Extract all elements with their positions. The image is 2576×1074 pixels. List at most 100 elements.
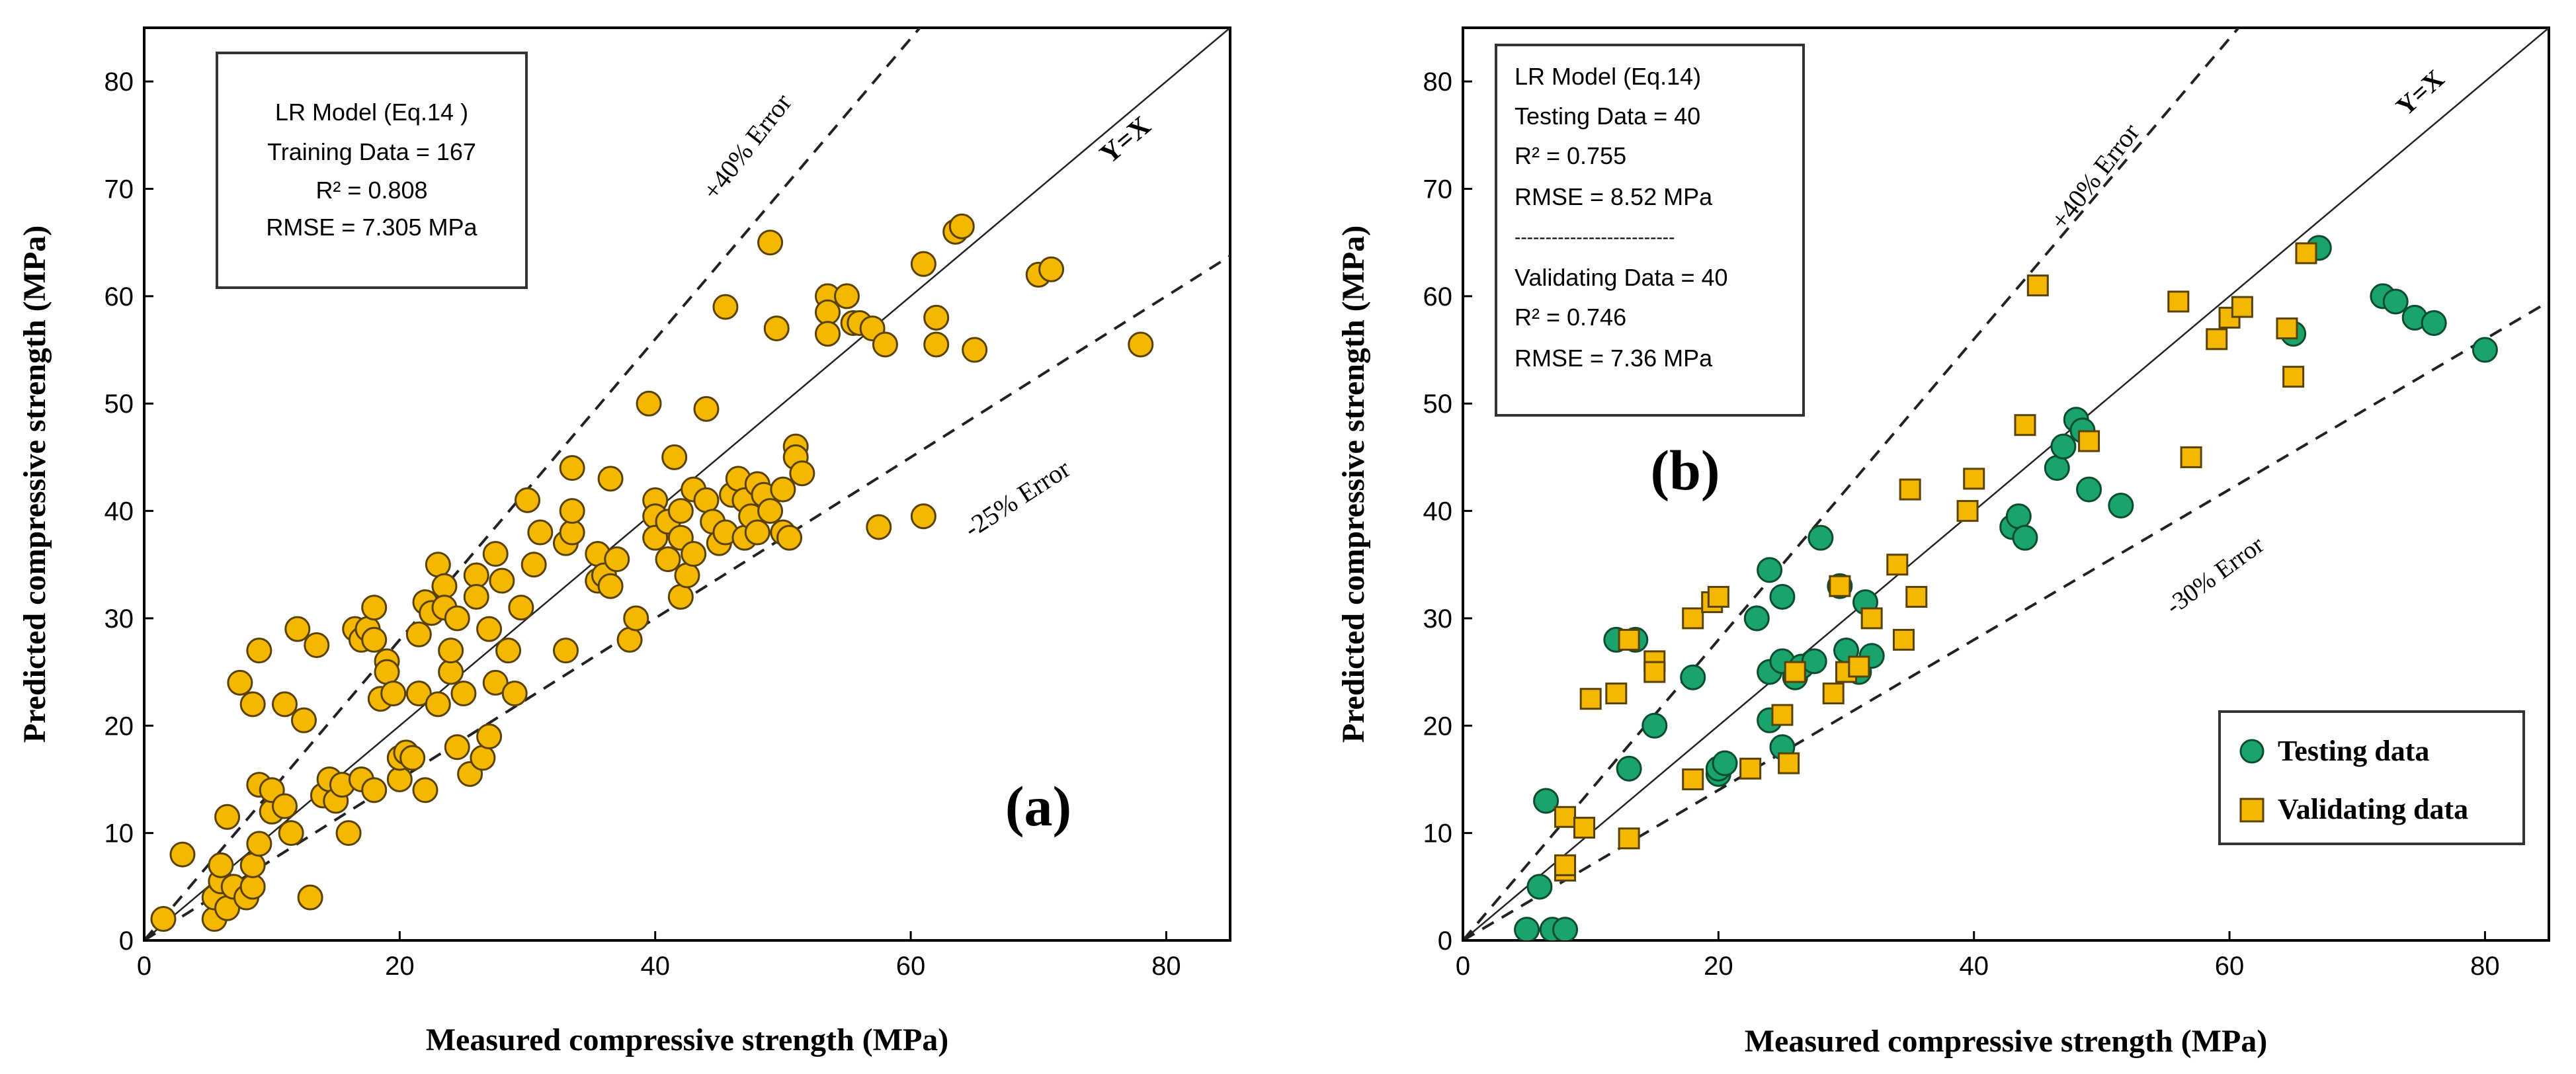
legend-validating-marker [2239, 798, 2264, 823]
data-point-a-0 [757, 498, 784, 524]
data-point-a-0 [405, 681, 432, 707]
data-point-b-1 [1848, 655, 1870, 678]
data-point-a-0 [425, 552, 451, 578]
data-point-b-1 [2180, 446, 2202, 468]
data-point-a-0 [425, 691, 451, 718]
data-point-b-1 [2206, 328, 2228, 351]
data-point-b-0 [2108, 492, 2134, 518]
data-point-b-1 [1682, 768, 1704, 790]
info-box-b-line-6: R² = 0.746 [1515, 304, 1626, 331]
x-tick-label-a: 40 [640, 952, 670, 981]
y-tick-label-b: 10 [1423, 819, 1453, 848]
data-point-a-0 [655, 546, 681, 573]
data-point-b-1 [1739, 757, 1762, 780]
data-point-a-0 [757, 229, 784, 256]
data-point-b-0 [1743, 605, 1770, 632]
data-point-a-0 [744, 519, 770, 546]
data-point-b-1 [1963, 468, 1985, 490]
data-point-b-0 [1757, 557, 1783, 583]
data-point-a-0 [214, 804, 241, 830]
data-point-b-0 [2472, 337, 2498, 363]
reference-line-b-0 [1463, 28, 2549, 940]
data-point-b-0 [2044, 455, 2070, 481]
info-box-a-line-3: R² = 0.808 [315, 177, 427, 204]
points-b [1514, 235, 2498, 940]
data-point-b-1 [1554, 854, 1577, 876]
data-point-a-0 [227, 669, 253, 696]
data-point-a-0 [412, 777, 438, 804]
data-point-a-0 [770, 476, 796, 503]
data-point-a-0 [463, 562, 489, 589]
data-point-b-1 [1899, 478, 1921, 501]
data-point-a-0 [693, 395, 720, 422]
data-point-a-0 [239, 852, 266, 878]
data-point-a-0 [470, 745, 496, 771]
data-point-a-0 [431, 573, 458, 599]
y-tick-label-a: 30 [104, 604, 134, 634]
data-point-a-0 [667, 583, 694, 610]
legend-box-b [2218, 710, 2525, 845]
data-point-b-1 [1618, 628, 1640, 651]
x-tick-label-a: 0 [137, 952, 151, 981]
data-point-a-0 [482, 669, 509, 696]
data-point-a-0 [776, 524, 803, 551]
data-point-b-1 [1554, 806, 1577, 828]
data-point-a-0 [386, 766, 413, 792]
y-tick-label-b: 80 [1423, 67, 1453, 97]
data-point-a-0 [271, 691, 298, 718]
data-point-b-1 [1905, 585, 1928, 608]
data-point-a-0 [246, 831, 272, 857]
x-tick-label-a: 60 [896, 952, 926, 981]
y-tick-label-a: 40 [104, 497, 134, 526]
data-point-a-0 [208, 852, 234, 878]
y-tick-label-b: 60 [1423, 282, 1453, 311]
data-point-a-0 [399, 745, 426, 771]
data-point-a-0 [693, 487, 720, 513]
data-point-a-0 [284, 616, 311, 642]
data-point-a-0 [814, 299, 841, 325]
data-point-b-0 [1526, 874, 1553, 900]
data-point-a-0 [239, 874, 266, 900]
data-point-a-0 [667, 498, 694, 524]
data-point-a-0 [1038, 256, 1065, 282]
data-point-a-0 [616, 626, 643, 653]
data-point-b-0 [2076, 476, 2102, 503]
x-tick-label-b: 60 [2215, 952, 2245, 981]
data-point-b-1 [1618, 827, 1640, 850]
data-point-b-1 [2295, 242, 2317, 265]
panel-label-b: (b) [1650, 438, 1720, 502]
data-point-a-0 [527, 519, 554, 546]
x-tick-label-b: 80 [2470, 952, 2500, 981]
data-point-a-0 [763, 315, 790, 342]
data-point-a-0 [515, 487, 541, 513]
x-axis-label-b: Measured compressive strength (MPa) [1745, 1024, 2268, 1059]
data-point-b-1 [1573, 817, 1596, 839]
reference-line-b-2 [1463, 300, 2549, 940]
reference-line-b-1 [1463, 28, 2240, 940]
panel-a: 0 20 40 60 80 0 10 20 30 40 50 60 70 80 LR Model (Eq.… [17, 26, 1231, 1057]
data-point-a-0 [361, 777, 388, 804]
data-point-a-0 [380, 681, 407, 707]
data-point-a-0 [335, 820, 362, 847]
data-point-a-0 [789, 460, 815, 487]
data-point-a-0 [501, 681, 528, 707]
data-point-b-1 [1707, 585, 1729, 608]
data-point-a-0 [962, 337, 988, 363]
data-point-a-0 [597, 573, 624, 599]
data-point-b-1 [1886, 554, 1909, 576]
legend-b: Testing data Validating data [2218, 710, 2525, 845]
data-point-a-0 [520, 552, 547, 578]
data-point-a-0 [559, 519, 585, 546]
data-point-b-0 [1712, 750, 1738, 776]
x-tick-label-b: 40 [1959, 952, 1989, 981]
data-point-b-1 [1784, 661, 1806, 683]
data-point-a-0 [271, 793, 298, 819]
data-point-b-1 [1829, 575, 1851, 597]
y-axis-label-b: Predicted compressive strength (MPa) [1336, 226, 1371, 743]
y-tick-label-a: 60 [104, 282, 134, 311]
data-point-a-0 [438, 659, 464, 685]
data-point-a-0 [495, 638, 522, 664]
data-point-b-1 [2276, 317, 2298, 340]
data-point-b-1 [1643, 661, 1666, 683]
